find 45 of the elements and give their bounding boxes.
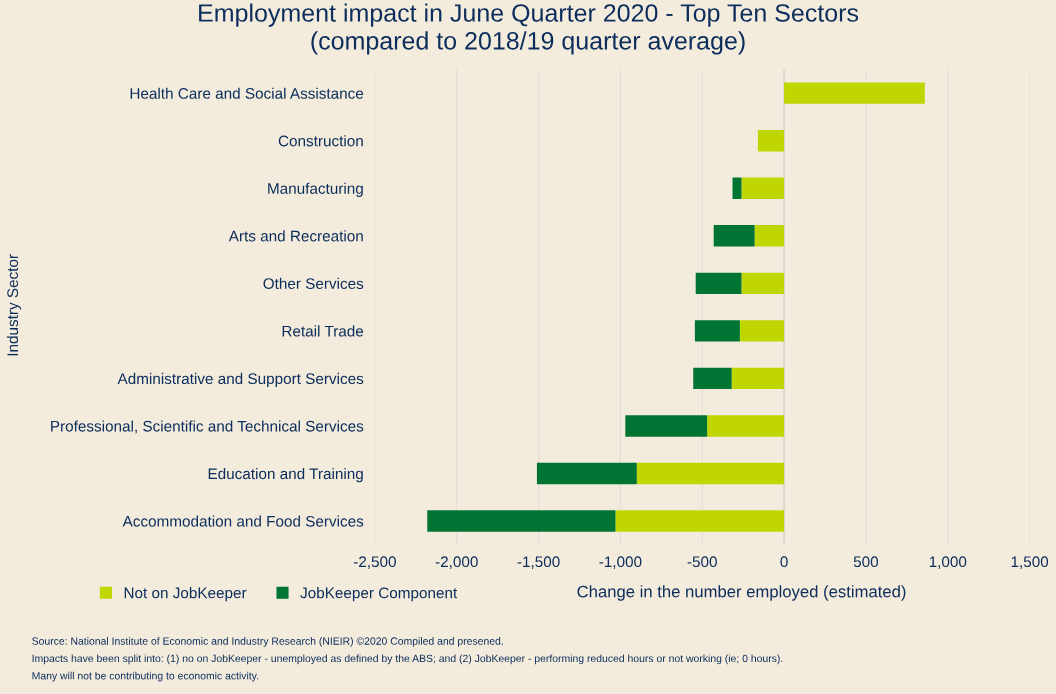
bar	[427, 510, 616, 532]
bar	[625, 415, 708, 437]
y-tick-label: Manufacturing	[268, 182, 363, 197]
x-tick-label: 500	[853, 556, 879, 568]
x-tick-label: -2,500	[353, 556, 396, 569]
x-tick-label: -1,500	[517, 556, 560, 569]
source-note: Source: National Institute of Economic and Industry Research (NIEIR) ©2020 Compiled and presened.	[32, 637, 503, 647]
bar	[536, 462, 637, 485]
y-tick-label: Other Services	[263, 277, 364, 290]
bar	[739, 320, 785, 342]
chart-title: Employment impact in June Quarter 2020 - Top Ten Sectors (compared to 2018/19 quarter average)	[199, 3, 859, 55]
bar	[741, 272, 785, 295]
bar	[754, 225, 785, 247]
y-tick-label: Education and Training	[208, 467, 363, 483]
text: Many will not be contributing to economic activity.	[32, 671, 259, 682]
bar	[693, 367, 732, 390]
y-tick-label: Accommodation and Food Services	[122, 515, 364, 527]
y-tick-label: Professional, Scientific and Technical Services	[51, 420, 364, 434]
y-tick-label: Arts and Recreation	[228, 230, 363, 242]
x-tick-label: -1,000	[599, 556, 642, 569]
bar	[707, 415, 785, 437]
bar	[741, 177, 785, 199]
y-tick-label: Retail Trade	[282, 325, 364, 337]
bar	[757, 130, 785, 152]
y-tick-label: Administrative and Support Services	[117, 372, 364, 388]
x-tick-label: -2,000	[435, 556, 478, 569]
x-tick-label: -500	[687, 556, 717, 568]
y-tick-label: Construction	[278, 135, 363, 147]
x-tick-label: 0	[780, 556, 788, 568]
bar	[784, 82, 925, 104]
bar	[732, 177, 742, 199]
bar	[713, 225, 755, 247]
bar	[615, 510, 785, 532]
text: Impacts have been split into: (1) no on JobKeeper - unemployed as defined by the ABS; and (2) JobKeeper - performing reduced hours or not working (ie; 0 hours).	[32, 654, 783, 665]
y-axis-title: Industry Sector	[6, 254, 22, 356]
bar	[695, 272, 742, 295]
bar	[636, 462, 785, 485]
legend-label: Not on JobKeeper	[124, 587, 247, 602]
x-tick-label: 1,500	[1011, 556, 1049, 569]
y-tick-label: Health Care and Social Assistance	[130, 87, 364, 99]
bar	[731, 367, 785, 390]
bar	[694, 320, 740, 342]
x-axis-title: Change in the number employed (estimated)	[577, 585, 906, 601]
legend-label: JobKeeper Component	[300, 587, 458, 602]
x-tick-label: 1,000	[929, 556, 967, 569]
